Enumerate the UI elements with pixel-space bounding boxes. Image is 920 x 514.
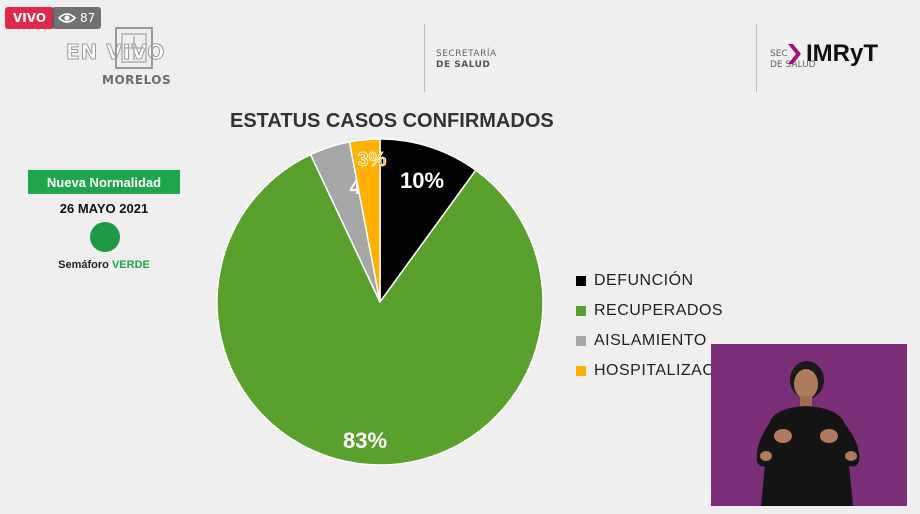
legend-label: AISLAMIENTO xyxy=(594,332,707,349)
eye-icon xyxy=(58,13,76,23)
report-date: 26 MAYO 2021 xyxy=(59,201,149,216)
sign-language-interpreter-icon xyxy=(756,361,860,506)
semaforo-label: Semáforo VERDE xyxy=(28,259,180,271)
semaforo-color: VERDE xyxy=(111,259,150,271)
legend-label: RECUPERADOS xyxy=(594,302,724,319)
semaforo-dot xyxy=(90,222,120,252)
pie-slice-defuncin xyxy=(379,138,477,305)
header-divider xyxy=(756,24,757,92)
pie-label-defuncin: 10% xyxy=(400,168,444,193)
legend-label: DEFUNCIÓN xyxy=(594,272,694,289)
legend-label: HOSPITALIZACI xyxy=(594,362,720,379)
chart-legend: DEFUNCIÓN RECUPERADOS AISLAMIENTO HOSPITALI… xyxy=(576,266,723,386)
pie-slice-hospitalizaci xyxy=(348,138,381,303)
morelos-seal-icon xyxy=(115,27,153,69)
live-badge: VIVO xyxy=(5,7,55,29)
chart-title: ESTATUS CASOS CONFIRMADOS xyxy=(230,110,554,132)
secretaria2-line1: SEC xyxy=(770,49,788,59)
legend-swatch xyxy=(576,336,586,346)
secretaria2-line2: DE SALUD xyxy=(770,60,816,70)
imryt-logo: IMRyT xyxy=(786,40,878,68)
imryt-mark-icon xyxy=(788,44,801,64)
phase-badge: Nueva Normalidad xyxy=(28,170,180,194)
pie-label-hospitalizaci: 3% xyxy=(358,149,387,171)
secretaria-line1: SECRETARÍA xyxy=(436,49,497,59)
viewer-count: 87 xyxy=(80,11,96,25)
viewer-count-badge: 87 xyxy=(52,7,102,29)
interpreter-video xyxy=(711,344,907,506)
legend-swatch xyxy=(576,306,586,316)
imryt-text: IMRyT xyxy=(806,40,878,67)
legend-item-defuncin: DEFUNCIÓN xyxy=(576,266,723,296)
header-divider xyxy=(424,24,425,92)
legend-swatch xyxy=(576,276,586,286)
legend-item-aislamiento: AISLAMIENTO xyxy=(576,326,723,356)
legend-item-hospitalizaci: HOSPITALIZACI xyxy=(576,356,723,386)
secretaria-salud-logo: SECRETARÍA DE SALUD xyxy=(436,49,497,71)
secretaria-salud-logo-2: SEC DE SALUD xyxy=(770,49,816,71)
state-name: MORELOS xyxy=(102,73,172,87)
pie-label-recuperados: 83% xyxy=(343,428,387,453)
semaforo-prefix: Semáforo xyxy=(58,259,109,271)
pie-slice-recuperados xyxy=(216,153,544,466)
secretaria-line2: DE SALUD xyxy=(436,60,491,70)
legend-swatch xyxy=(576,366,586,376)
legend-item-recuperados: RECUPERADOS xyxy=(576,296,723,326)
